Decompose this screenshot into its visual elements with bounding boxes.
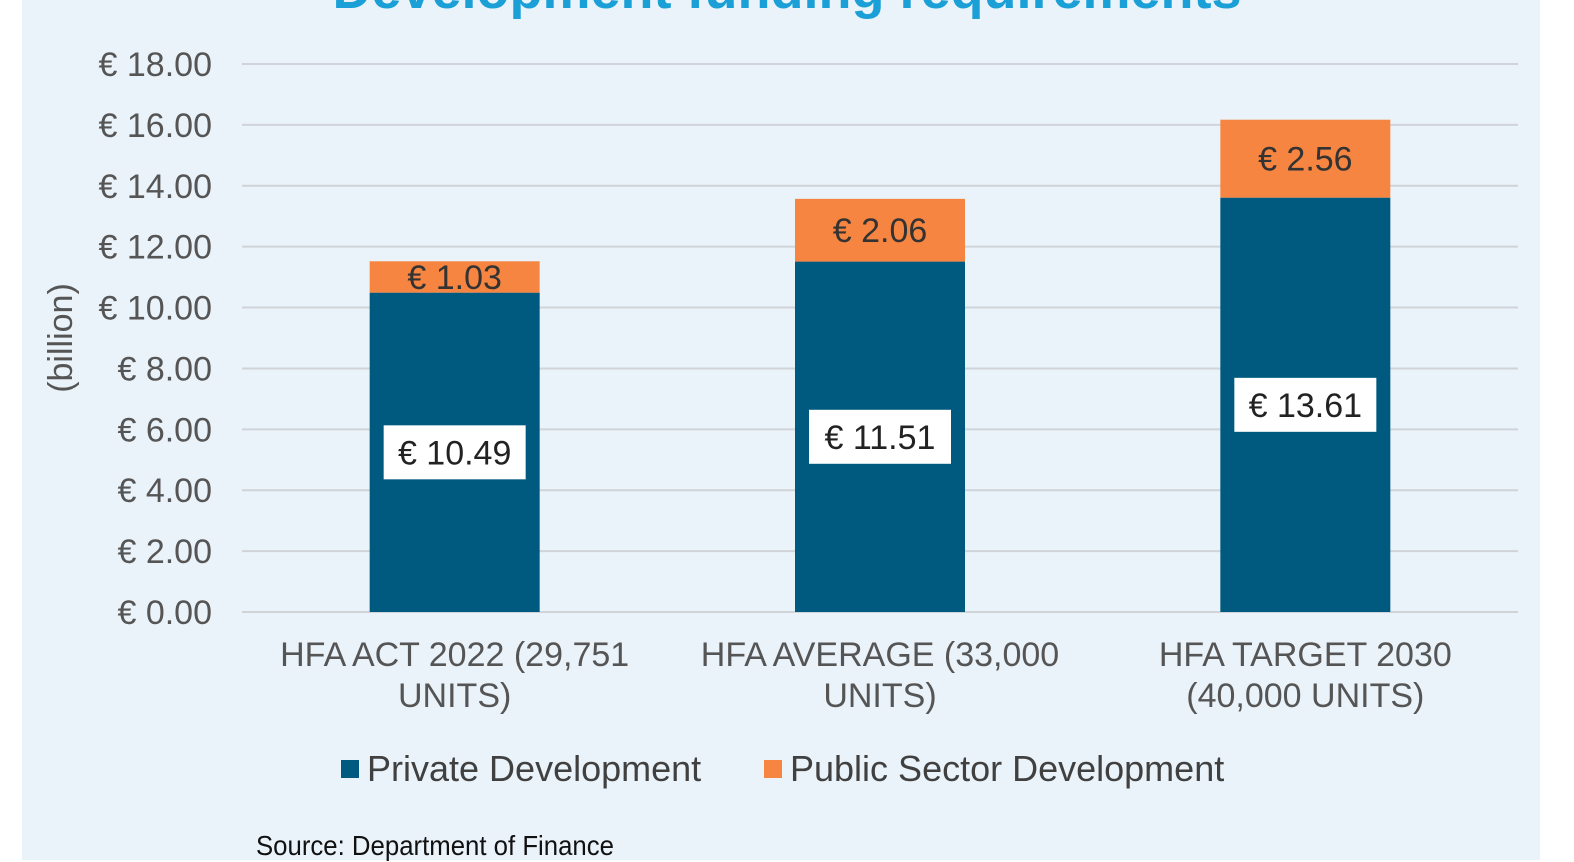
x-tick-label: HFA TARGET 2030 <box>1159 636 1452 674</box>
legend-swatch-public <box>764 760 782 778</box>
legend-label-private: Private Development <box>367 748 702 789</box>
y-tick-label: € 14.00 <box>99 168 212 206</box>
legend-swatch-private <box>341 760 359 778</box>
legend-label-public: Public Sector Development <box>790 748 1225 789</box>
x-tick-label: UNITS) <box>398 677 511 715</box>
source-note: Source: Department of Finance <box>256 830 614 861</box>
bar-public-sector-development <box>1220 119 1391 198</box>
y-tick-label: € 16.00 <box>99 107 212 145</box>
data-label-private: € 11.51 <box>825 419 936 457</box>
data-label-private: € 13.61 <box>1249 387 1362 425</box>
data-label-box <box>809 409 951 464</box>
y-tick-label: € 4.00 <box>117 472 212 510</box>
legend: Private Development Public Sector Develo… <box>0 748 1574 798</box>
x-tick-label: (40,000 UNITS) <box>1186 677 1424 715</box>
y-tick-label: € 6.00 <box>117 411 212 449</box>
bar-public-sector-development <box>795 198 965 262</box>
data-label-box <box>383 425 526 480</box>
data-label-private: € 10.49 <box>398 434 511 472</box>
data-label-public: € 1.03 <box>407 259 502 297</box>
x-tick-label: HFA ACT 2022 (29,751 <box>280 636 629 674</box>
data-label-box <box>1234 377 1377 432</box>
y-tick-label: € 0.00 <box>117 594 212 632</box>
y-tick-label: € 8.00 <box>117 350 212 388</box>
data-label-public: € 2.06 <box>833 212 928 250</box>
bar-public-sector-development <box>369 261 540 293</box>
x-tick-label: HFA AVERAGE (33,000 <box>701 636 1059 674</box>
y-tick-label: € 18.00 <box>99 46 212 84</box>
data-label-public: € 2.56 <box>1258 141 1353 179</box>
y-tick-label: € 12.00 <box>99 229 212 267</box>
chart-title: Development funding requirements <box>0 0 1574 20</box>
y-axis-label: (billion) <box>42 283 80 393</box>
y-tick-label: € 2.00 <box>117 533 212 571</box>
legend-item-private: Private Development <box>341 748 701 790</box>
legend-item-public: Public Sector Development <box>764 748 1224 790</box>
x-tick-label: UNITS) <box>823 677 936 715</box>
y-tick-label: € 10.00 <box>99 290 212 328</box>
